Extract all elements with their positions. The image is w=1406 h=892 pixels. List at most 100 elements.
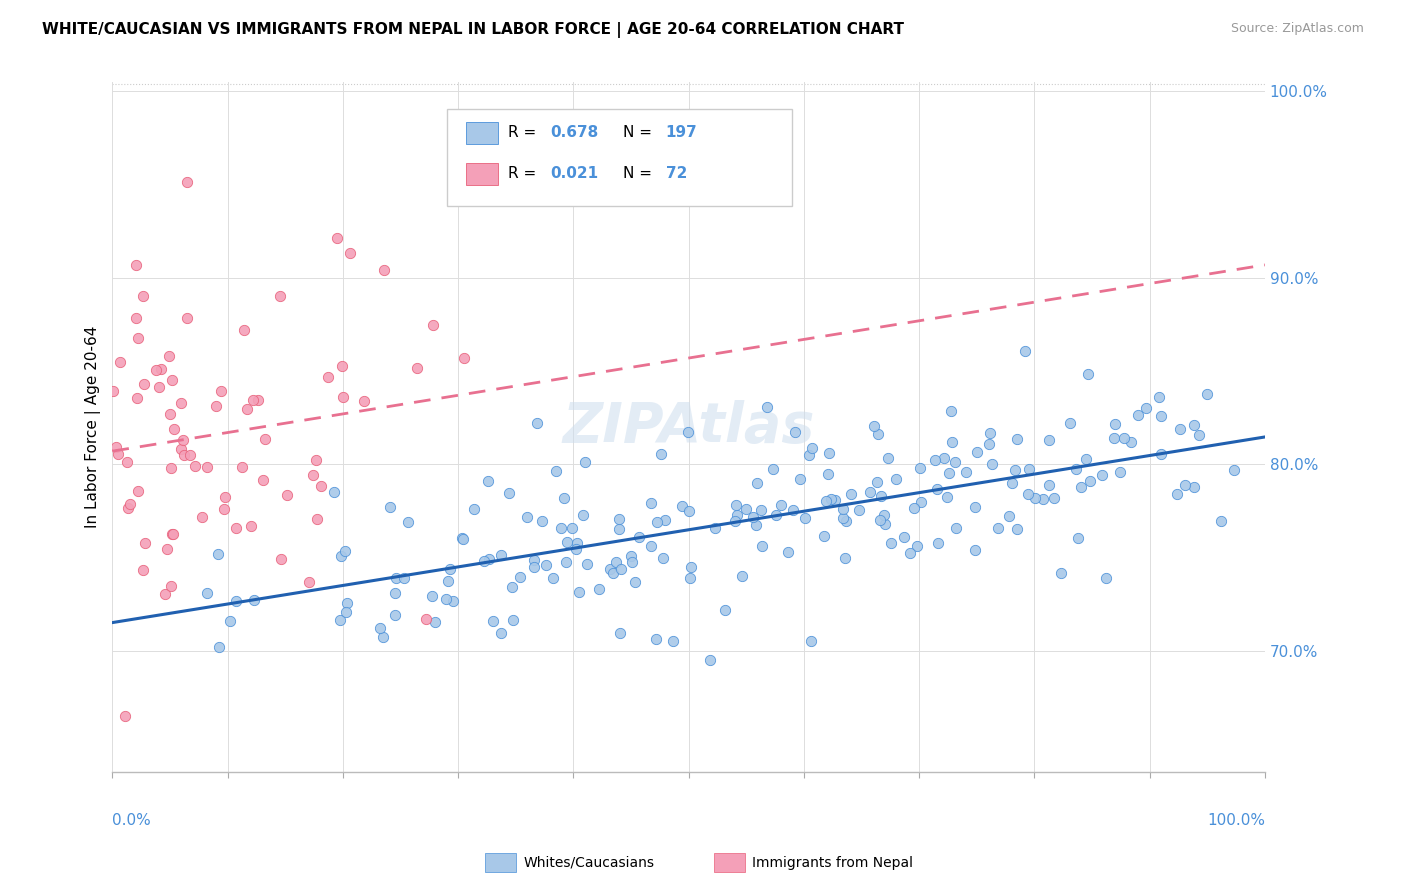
Point — [335, 605, 357, 619]
Point — [482, 614, 505, 628]
Point — [859, 485, 882, 500]
Point — [905, 539, 928, 553]
Point — [1004, 463, 1026, 477]
Point — [1195, 387, 1218, 401]
Point — [173, 448, 195, 462]
Point — [225, 521, 247, 535]
Point — [1168, 422, 1191, 436]
Point — [252, 473, 274, 487]
Point — [114, 709, 136, 723]
Point — [751, 539, 773, 553]
Point — [1059, 416, 1081, 430]
Point — [903, 500, 925, 515]
Point — [602, 566, 624, 580]
Point — [420, 589, 443, 603]
Point — [640, 496, 662, 510]
Point — [336, 596, 359, 610]
Text: 197: 197 — [665, 125, 697, 140]
Point — [1078, 474, 1101, 488]
Point — [814, 494, 837, 508]
Point — [127, 330, 149, 344]
Point — [565, 536, 588, 550]
Point — [353, 393, 375, 408]
Point — [818, 446, 841, 460]
Point — [526, 416, 548, 430]
Point — [654, 513, 676, 527]
Point — [813, 529, 835, 543]
Point — [924, 452, 946, 467]
Point — [1038, 433, 1060, 447]
Point — [661, 633, 683, 648]
Point — [817, 467, 839, 482]
Point — [254, 432, 277, 446]
Point — [516, 510, 538, 524]
Point — [794, 511, 817, 525]
Point — [835, 515, 858, 529]
Point — [782, 503, 804, 517]
Point — [183, 458, 205, 473]
Point — [208, 640, 231, 654]
Point — [1149, 390, 1171, 404]
Point — [246, 393, 269, 408]
Point — [966, 445, 988, 459]
Point — [117, 500, 139, 515]
Point — [644, 632, 666, 646]
Point — [501, 580, 523, 594]
Text: ZIPAtlas: ZIPAtlas — [562, 400, 815, 454]
Point — [987, 521, 1010, 535]
Point — [472, 554, 495, 568]
Point — [650, 447, 672, 461]
Point — [463, 502, 485, 516]
Point — [107, 447, 129, 461]
Point — [977, 436, 1000, 450]
Text: N =: N = — [623, 125, 657, 140]
Point — [127, 391, 149, 405]
Point — [239, 519, 262, 533]
Point — [893, 530, 915, 544]
Point — [609, 561, 631, 575]
Point — [1135, 401, 1157, 416]
Point — [498, 486, 520, 500]
Point — [378, 500, 401, 514]
Point — [385, 571, 408, 585]
Text: Source: ZipAtlas.com: Source: ZipAtlas.com — [1230, 22, 1364, 36]
Point — [607, 522, 630, 536]
Point — [800, 634, 823, 648]
Point — [910, 494, 932, 508]
Point — [925, 482, 948, 496]
Point — [797, 448, 820, 462]
Point — [567, 585, 589, 599]
Text: WHITE/CAUCASIAN VS IMMIGRANTS FROM NEPAL IN LABOR FORCE | AGE 20-64 CORRELATION : WHITE/CAUCASIAN VS IMMIGRANTS FROM NEPAL… — [42, 22, 904, 38]
Point — [1070, 480, 1092, 494]
Point — [869, 513, 891, 527]
Point — [502, 613, 524, 627]
Point — [1126, 408, 1149, 422]
Point — [1001, 476, 1024, 491]
FancyBboxPatch shape — [447, 110, 793, 206]
Text: 0.678: 0.678 — [550, 125, 599, 140]
Point — [209, 384, 232, 399]
Point — [1094, 571, 1116, 585]
Point — [645, 515, 668, 529]
Point — [159, 579, 181, 593]
Point — [553, 491, 575, 505]
Point — [724, 514, 747, 528]
Point — [155, 586, 177, 600]
Point — [477, 474, 499, 488]
Point — [489, 625, 512, 640]
Point — [880, 536, 903, 550]
Point — [741, 509, 763, 524]
Point — [1211, 514, 1233, 528]
Point — [422, 318, 444, 332]
Point — [232, 323, 254, 337]
Point — [555, 534, 578, 549]
Point — [1104, 417, 1126, 431]
Point — [1184, 417, 1206, 432]
Point — [679, 571, 702, 585]
Point — [762, 462, 785, 476]
Point — [745, 518, 768, 533]
Point — [125, 258, 148, 272]
Point — [1076, 452, 1098, 467]
Point — [191, 509, 214, 524]
Point — [875, 517, 897, 532]
